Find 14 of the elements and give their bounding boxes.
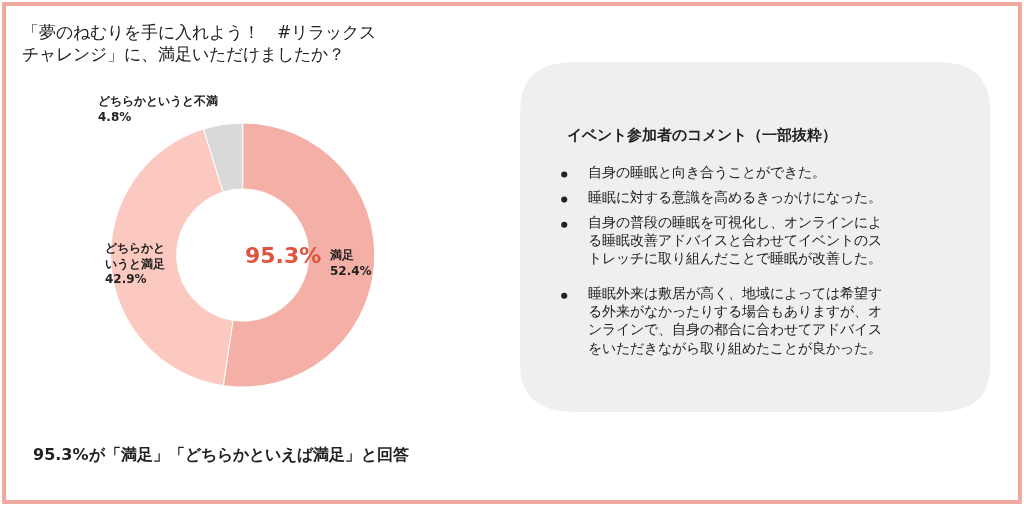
data-label: 4.8% bbox=[98, 109, 132, 124]
text: 自身の睡眠と向き合うことができた。 bbox=[588, 164, 826, 180]
chart-title: 「夢のねむりを手に入れよう！ #リラックスチャレンジ」に、満足いただけましたか？ bbox=[22, 22, 377, 65]
text: 95.3% bbox=[245, 243, 322, 268]
text: 95.3%が「満足」「どちらかといえば満足」と回答 bbox=[33, 445, 409, 464]
slice-label: どちらかというと不満 bbox=[98, 94, 218, 108]
data-label: 42.9% bbox=[105, 272, 147, 287]
text: 自身の普段の睡眠を可視化し、オンラインによる睡眠改善アドバイスと合わせてイベントのストレッチに取り組んだことで睡眠が改善した。 bbox=[588, 214, 882, 267]
text: イベント参加者のコメント（一部抜粋） bbox=[567, 126, 837, 144]
text: 睡眠外来は敷居が高く、地域によっては希望する外来がなかったりする場合もありますが、オンラインで、自身の都合に合わせてアドバイスをいただきながら取り組めたことが良かった。 bbox=[588, 285, 882, 356]
slice-label: どちらかというと満足 bbox=[105, 241, 165, 271]
slice-label: 満足 bbox=[329, 248, 354, 262]
text: 睡眠に対する意識を高めるきっかけになった。 bbox=[588, 189, 882, 205]
data-label: 52.4% bbox=[330, 263, 372, 278]
